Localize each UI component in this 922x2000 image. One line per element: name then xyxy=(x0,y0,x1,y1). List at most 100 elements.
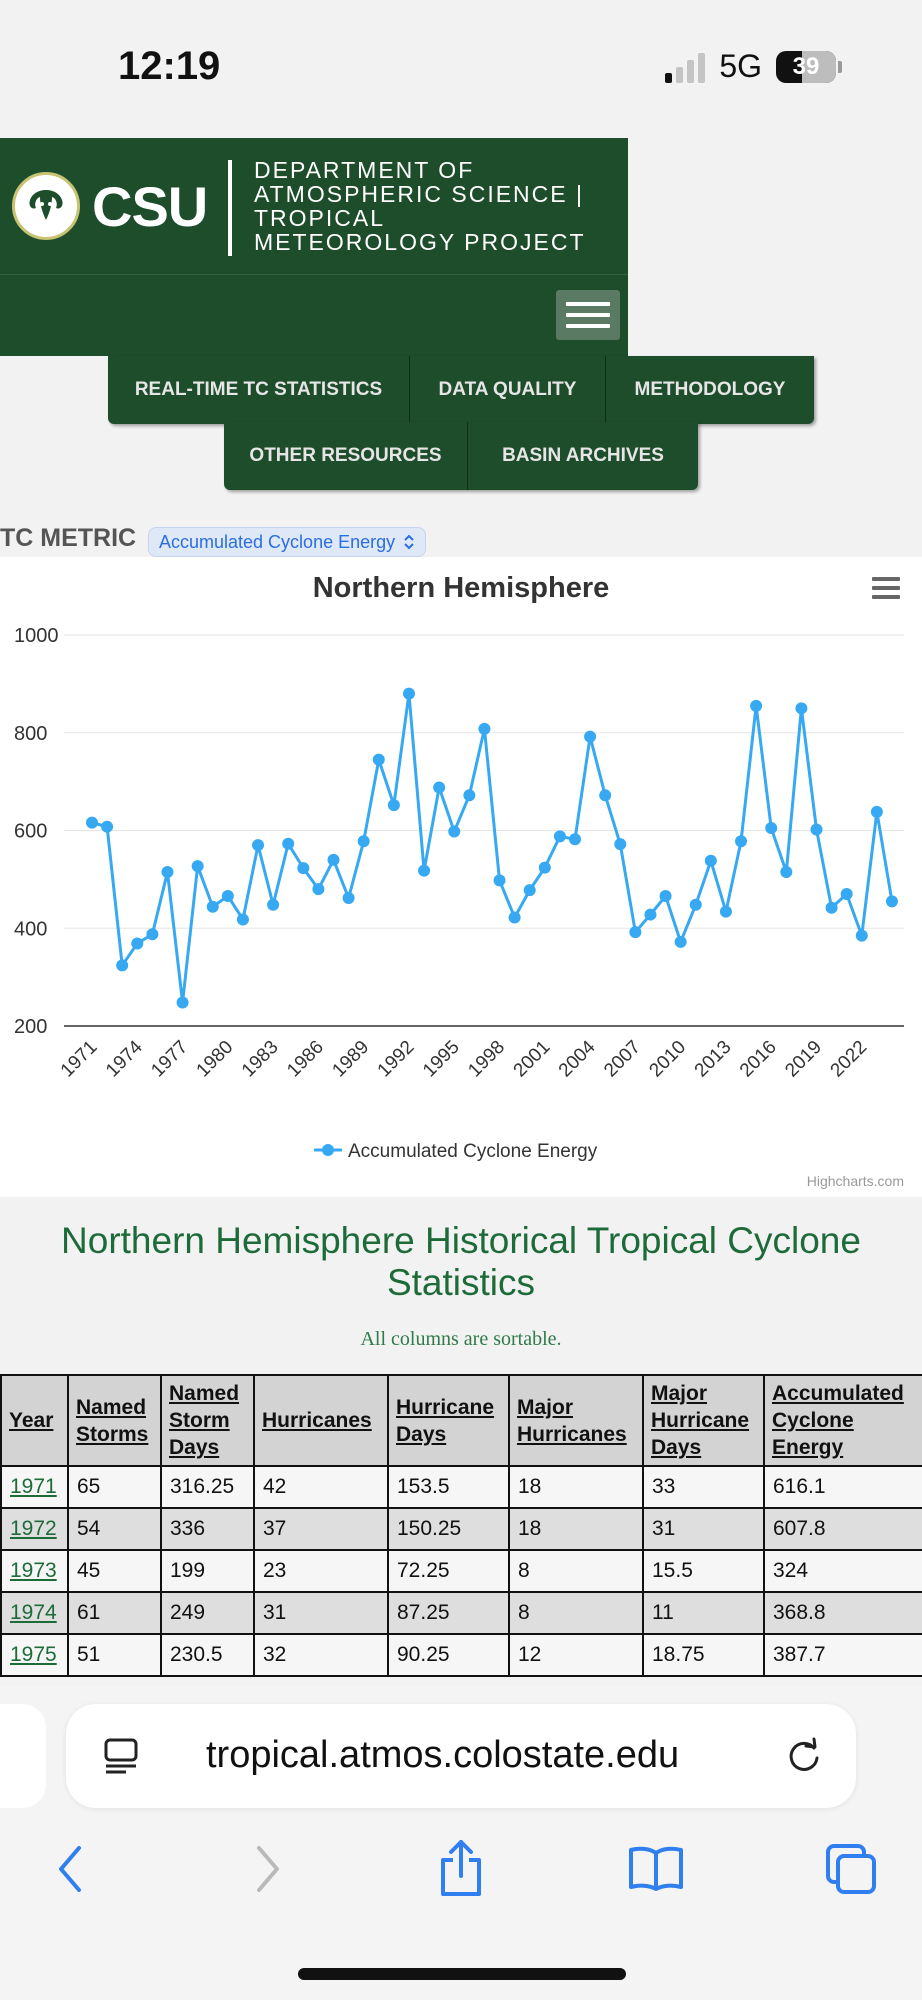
data-point[interactable] xyxy=(236,913,249,926)
column-header[interactable]: Accumulated Cyclone Energy xyxy=(763,1374,922,1467)
data-point[interactable] xyxy=(86,816,98,829)
data-point[interactable] xyxy=(719,905,732,918)
chart-plot: 200 400 600 800 1000 1971 1974 1977 1980 1983 1986… xyxy=(14,625,904,1162)
previous-tab-peek[interactable] xyxy=(0,1704,46,1808)
column-header[interactable]: Hurricanes xyxy=(253,1374,389,1467)
data-point[interactable] xyxy=(176,996,189,1009)
tabs-icon[interactable] xyxy=(822,1840,880,1898)
data-point[interactable] xyxy=(704,854,717,867)
back-icon[interactable] xyxy=(48,1842,92,1896)
data-point[interactable] xyxy=(689,898,702,911)
column-header[interactable]: Named Storms xyxy=(67,1374,162,1467)
data-point[interactable] xyxy=(372,753,385,766)
column-header[interactable]: Named Storm Days xyxy=(160,1374,255,1467)
page-menu-icon[interactable] xyxy=(102,1736,142,1776)
x-tick-label: 1971 xyxy=(57,1037,102,1082)
data-point[interactable] xyxy=(282,837,295,850)
data-point[interactable] xyxy=(191,860,204,873)
forward-icon[interactable] xyxy=(246,1842,290,1896)
data-point[interactable] xyxy=(659,889,672,902)
chart-export-menu-icon[interactable] xyxy=(872,577,900,599)
data-point[interactable] xyxy=(327,853,340,866)
data-point[interactable] xyxy=(765,822,778,835)
column-header[interactable]: Major Hurricanes xyxy=(508,1374,644,1467)
data-point[interactable] xyxy=(644,908,657,921)
data-point[interactable] xyxy=(735,835,748,848)
data-point[interactable] xyxy=(825,901,838,914)
data-point[interactable] xyxy=(538,861,551,874)
year-link[interactable]: 1972 xyxy=(0,1507,69,1551)
data-point[interactable] xyxy=(885,895,898,908)
status-time: 12:19 xyxy=(118,44,221,88)
data-point[interactable] xyxy=(297,862,310,875)
data-point[interactable] xyxy=(131,937,144,950)
x-tick-label: 1974 xyxy=(102,1036,147,1081)
reload-icon[interactable] xyxy=(782,1734,826,1778)
data-point[interactable] xyxy=(448,825,461,838)
year-link[interactable]: 1971 xyxy=(0,1465,69,1509)
data-point[interactable] xyxy=(221,889,234,902)
data-point[interactable] xyxy=(840,888,853,901)
address-bar[interactable]: tropical.atmos.colostate.edu xyxy=(66,1704,856,1808)
table-cell: 54 xyxy=(67,1507,162,1551)
csu-ram-logo-icon[interactable] xyxy=(12,172,80,240)
data-point[interactable] xyxy=(584,730,597,743)
data-point[interactable] xyxy=(342,891,355,904)
data-point[interactable] xyxy=(750,699,763,712)
data-point[interactable] xyxy=(312,883,325,896)
csu-wordmark[interactable]: CSU xyxy=(92,175,208,238)
nav-realtime-tc-statistics[interactable]: REAL-TIME TC STATISTICS xyxy=(108,356,410,424)
data-point[interactable] xyxy=(508,911,521,924)
column-header[interactable]: Year xyxy=(0,1374,69,1467)
data-point[interactable] xyxy=(780,866,793,879)
legend-marker[interactable] xyxy=(322,1144,334,1156)
url-text[interactable]: tropical.atmos.colostate.edu xyxy=(206,1734,680,1776)
year-link[interactable]: 1975 xyxy=(0,1633,69,1677)
nav-methodology[interactable]: METHODOLOGY xyxy=(634,379,786,400)
data-point[interactable] xyxy=(810,823,823,836)
data-point[interactable] xyxy=(116,959,129,972)
data-point[interactable] xyxy=(614,838,627,851)
data-point[interactable] xyxy=(267,898,280,911)
department-title[interactable]: DEPARTMENT OF ATMOSPHERIC SCIENCE | TROP… xyxy=(254,157,586,255)
nav-other-resources[interactable]: OTHER RESOURCES xyxy=(224,422,468,490)
table-cell: 8 xyxy=(508,1549,644,1593)
data-point[interactable] xyxy=(402,687,415,700)
data-point[interactable] xyxy=(206,900,219,913)
data-point[interactable] xyxy=(568,833,581,846)
share-icon[interactable] xyxy=(434,1836,488,1900)
data-point[interactable] xyxy=(855,929,868,942)
data-point[interactable] xyxy=(101,820,114,833)
x-tick-label: 1989 xyxy=(328,1037,373,1082)
data-point[interactable] xyxy=(478,722,491,735)
nav-basin-archives[interactable]: BASIN ARCHIVES xyxy=(502,445,664,466)
nav-data-quality[interactable]: DATA QUALITY xyxy=(410,356,606,424)
data-point[interactable] xyxy=(493,874,506,887)
column-header[interactable]: Hurricane Days xyxy=(387,1374,510,1467)
table-cell: 18 xyxy=(508,1507,644,1551)
chart-credit[interactable]: Highcharts.com xyxy=(806,1173,904,1189)
data-point[interactable] xyxy=(433,781,446,794)
data-point[interactable] xyxy=(357,835,370,848)
data-point[interactable] xyxy=(870,805,883,818)
year-link[interactable]: 1974 xyxy=(0,1591,69,1635)
data-point[interactable] xyxy=(629,926,642,939)
data-point[interactable] xyxy=(146,928,159,941)
data-point[interactable] xyxy=(553,830,566,843)
data-point[interactable] xyxy=(463,789,476,802)
bookmarks-icon[interactable] xyxy=(626,1842,686,1896)
data-point[interactable] xyxy=(523,884,536,897)
data-point[interactable] xyxy=(161,866,174,879)
data-point[interactable] xyxy=(599,789,612,802)
tc-metric-select[interactable]: Accumulated Cyclone Energy xyxy=(148,527,427,557)
hamburger-menu-icon[interactable] xyxy=(556,290,620,340)
data-point[interactable] xyxy=(252,839,265,852)
data-point[interactable] xyxy=(674,935,687,948)
data-point[interactable] xyxy=(795,702,808,715)
table-cell: 18.75 xyxy=(642,1633,765,1677)
data-point[interactable] xyxy=(418,864,431,877)
data-point[interactable] xyxy=(387,799,400,812)
year-link[interactable]: 1973 xyxy=(0,1549,69,1593)
column-header[interactable]: Major Hurricane Days xyxy=(642,1374,765,1467)
legend-label[interactable]: Accumulated Cyclone Energy xyxy=(348,1141,598,1162)
